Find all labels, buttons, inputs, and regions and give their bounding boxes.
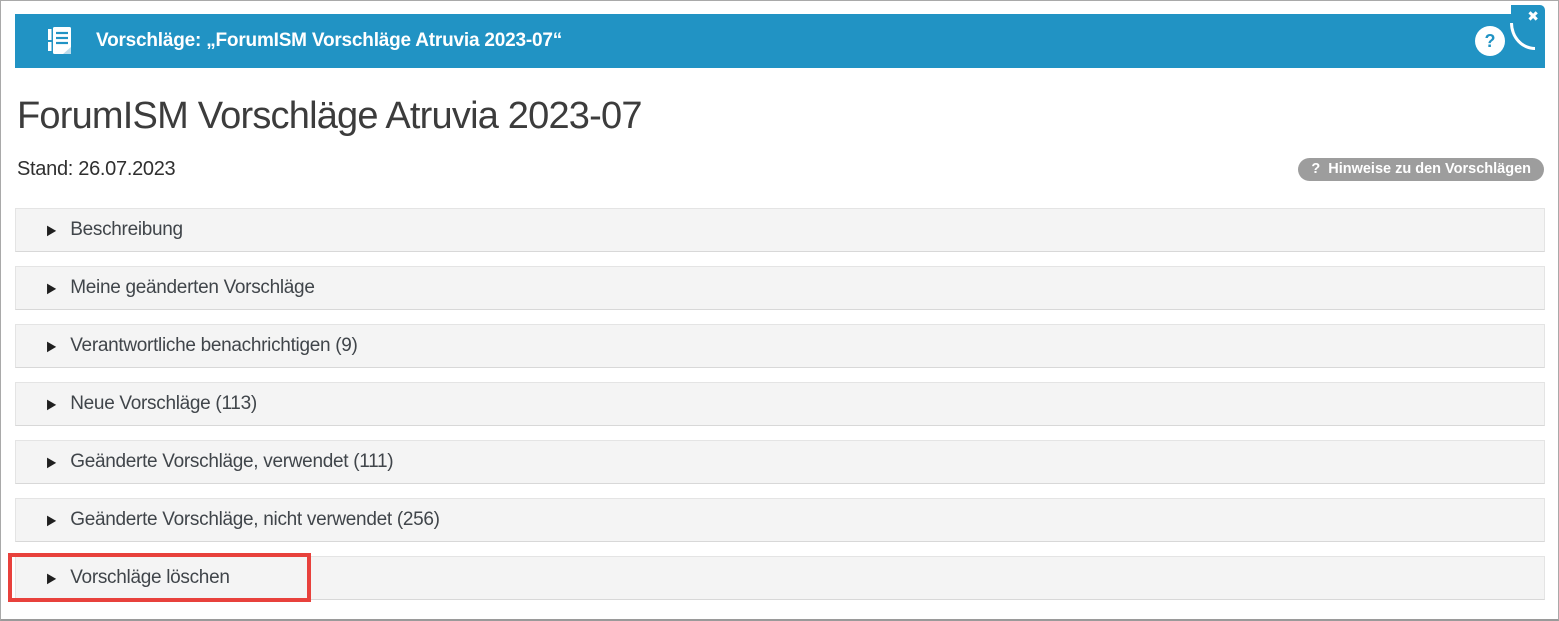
hints-badge-label: Hinweise zu den Vorschlägen [1328, 161, 1531, 178]
corner-arc [1510, 23, 1535, 50]
accordion-section-label: Beschreibung [70, 218, 183, 240]
expand-arrow-icon: ▶ [47, 221, 57, 238]
accordion-section-vorschlaege-loeschen[interactable]: ▶ Vorschläge löschen [15, 555, 1545, 600]
accordion-section-label: Vorschläge löschen [70, 566, 230, 588]
expand-arrow-icon: ▶ [47, 569, 57, 586]
dialog-header-title: Vorschläge: „ForumISM Vorschläge Atruvia… [96, 30, 563, 51]
document-icon [47, 26, 72, 57]
accordion-list: ▶ Beschreibung ▶ Meine geänderten Vorsch… [8, 207, 1545, 602]
expand-arrow-icon: ▶ [47, 337, 57, 354]
dialog-page: Vorschläge: „ForumISM Vorschläge Atruvia… [1, 1, 1558, 602]
accordion-section-label: Geänderte Vorschläge, nicht verwendet (2… [70, 508, 440, 530]
close-button[interactable]: ✖ [1510, 5, 1545, 51]
accordion-section-label: Neue Vorschläge (113) [70, 392, 257, 414]
stand-date-label: Stand: 26.07.2023 [17, 157, 176, 180]
accordion-section-verantwortliche-benachrichtigen-9[interactable]: ▶ Verantwortliche benachrichtigen (9) [15, 323, 1545, 368]
accordion-section-geaenderte-vorschlaege-verwendet-111[interactable]: ▶ Geänderte Vorschläge, verwendet (111) [15, 439, 1545, 484]
question-mark-icon: ? [1484, 30, 1496, 51]
stand-row: Stand: 26.07.2023 ? Hinweise zu den Vors… [17, 157, 1544, 181]
dialog-header: Vorschläge: „ForumISM Vorschläge Atruvia… [15, 5, 1545, 68]
hints-badge-button[interactable]: ? Hinweise zu den Vorschlägen [1298, 157, 1544, 181]
accordion-section-label: Geänderte Vorschläge, verwendet (111) [70, 450, 394, 472]
expand-arrow-icon: ▶ [47, 511, 57, 528]
accordion-section-neue-vorschlaege-113[interactable]: ▶ Neue Vorschläge (113) [15, 381, 1545, 426]
accordion-section-beschreibung[interactable]: ▶ Beschreibung [15, 207, 1545, 252]
question-icon: ? [1311, 161, 1321, 178]
accordion-section-geaenderte-vorschlaege-nicht-verwendet-256[interactable]: ▶ Geänderte Vorschläge, nicht verwendet … [15, 497, 1545, 542]
accordion-section-label: Verantwortliche benachrichtigen (9) [70, 334, 358, 356]
accordion-section-meine-geaenderten-vorschlaege[interactable]: ▶ Meine geänderten Vorschläge [15, 265, 1545, 310]
help-button[interactable]: ? [1475, 26, 1505, 56]
expand-arrow-icon: ▶ [47, 395, 57, 412]
accordion-section-label: Meine geänderten Vorschläge [70, 276, 315, 298]
page-title: ForumISM Vorschläge Atruvia 2023-07 [17, 95, 642, 137]
expand-arrow-icon: ▶ [47, 453, 57, 470]
expand-arrow-icon: ▶ [47, 279, 57, 296]
close-icon: ✖ [1527, 8, 1539, 24]
